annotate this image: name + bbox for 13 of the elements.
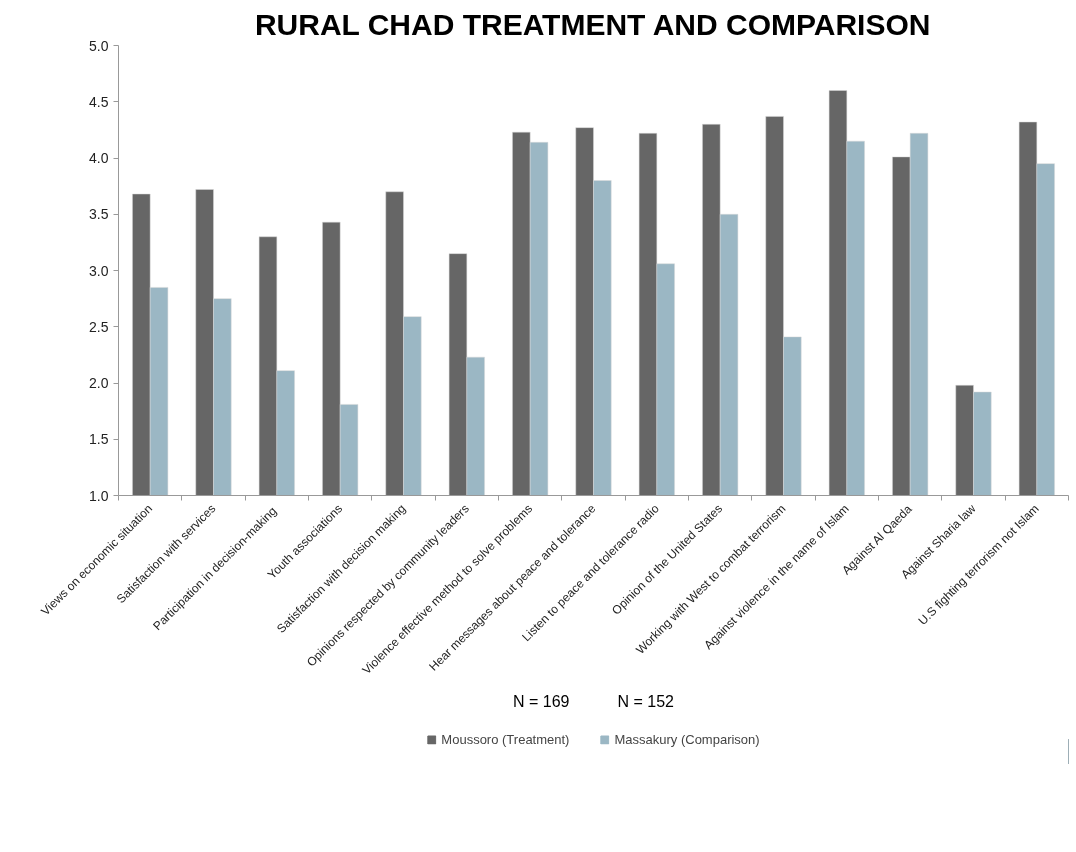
y-tick-label: 4.5 (89, 93, 109, 110)
y-tick-label: 2.0 (89, 375, 109, 391)
y-tick-label: 3.0 (89, 262, 109, 279)
chart-title: RURAL CHAD TREATMENT AND COMPARISON (254, 7, 931, 41)
legend-label: Moussoro (Treatment) (441, 731, 570, 747)
y-tick-label: 1.5 (89, 431, 109, 448)
y-tick-label: 5.0 (89, 37, 109, 54)
legend-label: Massakury (Comparison) (614, 731, 760, 747)
y-tick-label: 3.5 (89, 206, 109, 223)
y-tick-label: 2.5 (89, 318, 109, 335)
text: N = 169 N = 152 (513, 692, 674, 710)
y-tick-label: 1.0 (89, 487, 109, 504)
y-tick-label: 4.0 (89, 150, 109, 166)
